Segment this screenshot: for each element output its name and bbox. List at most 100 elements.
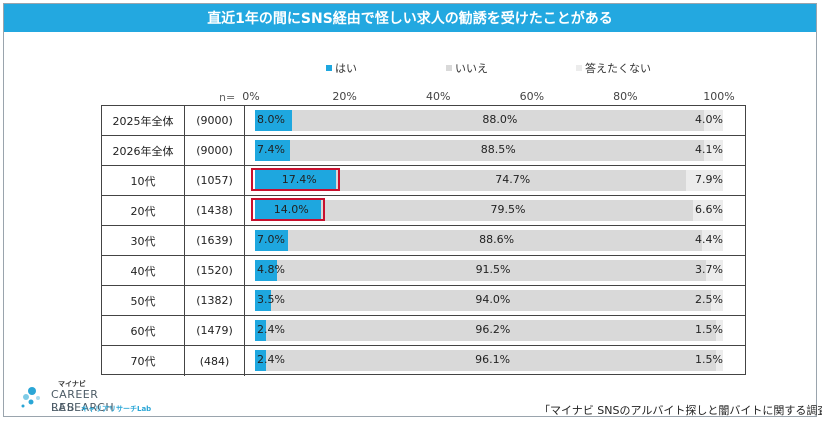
- table-row: 20代 (1438) 14.0% 79.5% 6.6%: [102, 196, 745, 226]
- table-row: 60代 (1479) 2.4% 96.2% 1.5%: [102, 316, 745, 346]
- bar-no: [271, 290, 712, 311]
- legend-swatch: [326, 65, 332, 71]
- value-label-no: 88.6%: [479, 233, 515, 246]
- table-row: 2026年全体 (9000) 7.4% 88.5% 4.1%: [102, 136, 745, 166]
- x-tick-label: 80%: [613, 90, 638, 103]
- bar-no: [266, 350, 716, 371]
- x-tick-label: 20%: [332, 90, 357, 103]
- chart-frame: 直近1年の間にSNS経由で怪しい求人の勧誘を受けたことがある はい いいえ 答えたく…: [3, 3, 822, 417]
- value-label-yes: 14.0%: [273, 203, 309, 216]
- bar-area: 14.0% 79.5% 6.6%: [251, 196, 723, 225]
- bar-no: [336, 170, 687, 191]
- bar-area: 17.4% 74.7% 7.9%: [251, 166, 723, 195]
- value-label-yes: 7.4%: [257, 143, 285, 156]
- bar-yes: [255, 200, 321, 221]
- value-label-no: 79.5%: [490, 203, 526, 216]
- bar-no: [277, 260, 706, 281]
- bar-area: 4.8% 91.5% 3.7%: [255, 256, 723, 285]
- bar-no-answer: [702, 230, 723, 251]
- value-label-yes: 7.0%: [257, 233, 285, 246]
- highlight-box: [251, 198, 325, 221]
- bar-no-answer: [686, 170, 723, 191]
- table-row: 30代 (1639) 7.0% 88.6% 4.4%: [102, 226, 745, 256]
- data-table: 2025年全体 (9000) 8.0% 88.0% 4.0% 2026年全体 (9000) 7…: [101, 105, 746, 376]
- sample-size: (1520): [185, 256, 245, 285]
- n-label: n=: [219, 91, 236, 104]
- value-label-yes: 3.5%: [257, 293, 285, 306]
- table-row: 70代 (484) 2.4% 96.1% 1.5%: [102, 346, 745, 376]
- source-note: 「マイナビ SNSのアルバイト探しと闇バイトに関する調査」: [539, 404, 822, 417]
- value-label-yes: 2.4%: [257, 323, 285, 336]
- value-label-no-answer: 2.5%: [695, 293, 723, 306]
- value-label-no: 74.7%: [495, 173, 531, 186]
- value-label-yes: 4.8%: [257, 263, 285, 276]
- x-tick-label: 0%: [242, 90, 260, 103]
- highlight-box: [251, 168, 341, 191]
- bar-yes: [255, 170, 337, 191]
- bar-yes: [255, 290, 272, 311]
- bar-yes: [255, 110, 293, 131]
- logo-brand: マイナビ: [58, 380, 86, 388]
- category-label: 30代: [102, 226, 185, 255]
- category-label: 40代: [102, 256, 185, 285]
- bar-no: [320, 200, 693, 221]
- bar-no-answer: [711, 290, 723, 311]
- bar-area: 2.4% 96.2% 1.5%: [255, 316, 723, 345]
- bar-no-answer: [704, 110, 723, 131]
- value-label-no-answer: 1.5%: [695, 323, 723, 336]
- value-label-yes: 17.4%: [281, 173, 317, 186]
- value-label-no: 91.5%: [475, 263, 511, 276]
- value-label-no-answer: 1.5%: [695, 353, 723, 366]
- category-label: 2025年全体: [102, 106, 185, 135]
- bar-yes: [255, 320, 267, 341]
- logo-sub: キャリアリサーチLab: [81, 405, 152, 413]
- sample-size: (1057): [185, 166, 245, 195]
- table-row: 50代 (1382) 3.5% 94.0% 2.5%: [102, 286, 745, 316]
- legend-label: はい: [335, 62, 357, 75]
- table-row: 40代 (1520) 4.8% 91.5% 3.7%: [102, 256, 745, 286]
- category-label: 10代: [102, 166, 185, 195]
- value-label-no: 96.1%: [475, 353, 511, 366]
- category-label: 50代: [102, 286, 185, 315]
- bar-yes: [255, 260, 278, 281]
- logo-line2: LAB: [51, 401, 76, 414]
- category-label: 60代: [102, 316, 185, 345]
- value-label-no-answer: 6.6%: [695, 203, 723, 216]
- value-label-no-answer: 4.4%: [695, 233, 723, 246]
- logo-line1: CAREER RESEARCH: [51, 388, 115, 414]
- bar-no: [287, 230, 703, 251]
- value-label-no-answer: 4.1%: [695, 143, 723, 156]
- bar-no: [266, 320, 717, 341]
- value-label-no: 88.0%: [482, 113, 518, 126]
- legend: はい いいえ 答えたくない: [4, 60, 816, 76]
- legend-item: はい: [326, 60, 357, 76]
- sample-size: (1639): [185, 226, 245, 255]
- table-row: 2025年全体 (9000) 8.0% 88.0% 4.0%: [102, 106, 745, 136]
- bar-area: 7.4% 88.5% 4.1%: [255, 136, 723, 165]
- bar-yes: [255, 140, 290, 161]
- value-label-yes: 8.0%: [257, 113, 285, 126]
- bar-no-answer: [692, 200, 723, 221]
- value-label-no-answer: 3.7%: [695, 263, 723, 276]
- legend-swatch: [576, 65, 582, 71]
- sample-size: (1382): [185, 286, 245, 315]
- category-label: 70代: [102, 346, 185, 376]
- value-label-yes: 2.4%: [257, 353, 285, 366]
- table-row: 10代 (1057) 17.4% 74.7% 7.9%: [102, 166, 745, 196]
- x-tick-label: 60%: [519, 90, 545, 103]
- x-tick-label: 40%: [425, 90, 451, 103]
- category-label: 20代: [102, 196, 185, 225]
- legend-swatch: [446, 65, 452, 71]
- bar-no: [292, 110, 705, 131]
- sample-size: (1438): [185, 196, 245, 225]
- value-label-no: 96.2%: [475, 323, 511, 336]
- bar-no: [289, 140, 704, 161]
- bar-no-answer: [715, 350, 723, 371]
- sample-size: (9000): [185, 106, 245, 135]
- bar-area: 7.0% 88.6% 4.4%: [255, 226, 723, 255]
- bar-no-answer: [705, 260, 723, 281]
- sample-size: (1479): [185, 316, 245, 345]
- bar-area: 8.0% 88.0% 4.0%: [255, 106, 723, 135]
- bar-yes: [255, 350, 267, 371]
- career-research-lab-logo: マイナビ CAREER RESEARCH LAB キャリアリサーチLab: [18, 376, 158, 416]
